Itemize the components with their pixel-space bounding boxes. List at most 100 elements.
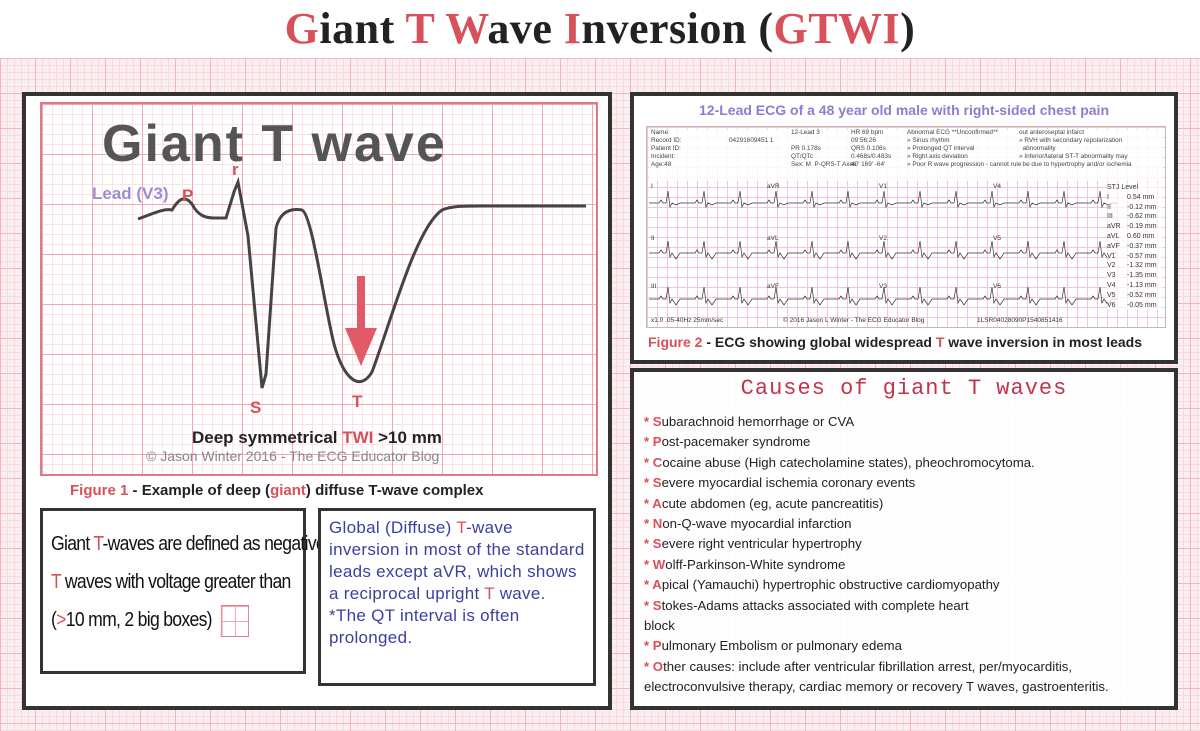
- cause-item: electroconvulsive therapy, cardiac memor…: [644, 677, 1109, 697]
- global-twi-box: Global (Diffuse) T-wave inversion in mos…: [318, 508, 596, 686]
- cause-initial: * S: [644, 597, 662, 613]
- cause-initial: * S: [644, 414, 662, 429]
- ecg-header-col: 04291609451 1: [729, 137, 774, 144]
- ecg-footer-left: x1.0 .05-40Hz 25mm/sec: [651, 317, 724, 324]
- title-initial: T: [405, 4, 435, 53]
- big-boxes-icon: [220, 604, 249, 637]
- stj-row: aVR -0.19 mm: [1107, 223, 1157, 231]
- global-twi-text: Global (Diffuse) T-wave inversion in mos…: [329, 518, 585, 603]
- cause-initial: * A: [644, 495, 662, 511]
- title-text: [435, 4, 446, 53]
- cause-text: tokes-Adams attacks associated with comp…: [661, 597, 969, 613]
- ecg-header-col: Name: Record ID: Patient ID: Incident: A…: [651, 129, 682, 168]
- ecg-header-col: out anteroseptal infarct » RVH with seco…: [1019, 129, 1132, 168]
- lead-label: aVL: [767, 235, 779, 242]
- ecg-trace-line: [649, 286, 1117, 306]
- lead-label: III: [651, 283, 657, 290]
- cause-text: ocaine abuse (High catecholamine states)…: [662, 454, 1035, 470]
- cause-initial: * C: [644, 454, 663, 470]
- stj-row: V4 -1.13 mm: [1107, 281, 1157, 289]
- cause-text: evere right ventricular hypertrophy: [661, 536, 862, 552]
- cause-text: ubarachnoid hemorrhage or CVA: [661, 414, 855, 429]
- cause-initial: * P: [644, 434, 662, 450]
- ecg-title: 12-Lead ECG of a 48 year old male with r…: [699, 102, 1109, 118]
- title-text: nversion (: [581, 4, 774, 53]
- causes-list: * Subarachnoid hemorrhage or CVA * Post-p…: [644, 412, 1109, 698]
- twi-caption: Deep symmetrical TWI >10 mm: [192, 428, 442, 447]
- lead-label: V1: [879, 183, 887, 190]
- p-wave-label: P: [182, 186, 194, 205]
- figure-2-panel: 12-Lead ECG of a 48 year old male with r…: [630, 92, 1178, 364]
- causes-heading: Causes of giant T waves: [740, 376, 1068, 401]
- lead-label: I: [651, 183, 653, 190]
- ecg-header-col: HR 69 bpm 09:56:26 QRS 0.106s 0.468s/0.4…: [851, 129, 892, 168]
- cause-initial: * O: [644, 658, 664, 674]
- figure-1-panel: Giant T wave Lead (V3) P r S T Deep symm…: [22, 92, 612, 710]
- stj-row: V1 -0.57 mm: [1107, 252, 1157, 260]
- causes-panel: Causes of giant T waves * Subarachnoid h…: [630, 368, 1178, 710]
- lead-label: V3: [879, 283, 887, 290]
- lead-label: V6: [993, 283, 1001, 290]
- ecg-footer-right: 1LSR04028090P1540851416: [977, 317, 1063, 324]
- cause-text: ther causes: include after ventricular f…: [663, 658, 1073, 674]
- cause-item: * Apical (Yamauchi) hypertrophic obstruc…: [644, 575, 1109, 595]
- stj-row: aVL 0.60 mm: [1107, 232, 1155, 240]
- t-wave-label: T: [352, 392, 363, 411]
- cause-text: ost-pacemaker syndrome: [661, 434, 811, 450]
- stj-row: V2 -1.32 mm: [1107, 262, 1157, 270]
- lead-label: II: [651, 235, 655, 242]
- cause-item: * Other causes: include after ventricula…: [644, 657, 1109, 677]
- t-wave-trace: [137, 176, 586, 389]
- lead-label: Lead (V3): [92, 184, 169, 203]
- ecg-header-col: Abnormal ECG **Unconfirmed** » Sinus rhy…: [907, 129, 1022, 168]
- cause-text: cute abdomen (eg, acute pancreatitis): [661, 495, 884, 511]
- title-initial: W: [445, 4, 488, 53]
- title-text: iant: [319, 4, 406, 53]
- cause-initial: * W: [644, 556, 666, 572]
- title-initial: G: [284, 4, 320, 53]
- stj-row: III -0.62 mm: [1107, 213, 1157, 221]
- stj-row: aVF -0.37 mm: [1107, 242, 1157, 250]
- qt-note: *The QT interval is often prolonged.: [329, 606, 520, 647]
- definition-box: Giant T-waves are defined as negative T …: [40, 508, 326, 674]
- twelve-lead-ecg: Name: Record ID: Patient ID: Incident: A…: [646, 126, 1166, 328]
- stj-title: STJ Level: [1107, 184, 1139, 191]
- lead-label: V2: [879, 235, 887, 242]
- lead-label: aVF: [767, 283, 779, 290]
- page-title: Giant T Wave Inversion (GTWI): [0, 0, 1200, 58]
- stj-row: I 0.54 mm: [1107, 193, 1155, 201]
- lead-label: V4: [993, 183, 1001, 190]
- cause-item: * Non-Q-wave myocardial infarction: [644, 514, 1109, 534]
- r-wave-label: r: [232, 160, 239, 179]
- cause-initial: * N: [644, 516, 663, 532]
- s-wave-label: S: [250, 398, 262, 417]
- cause-initial: * S: [644, 475, 662, 491]
- cause-item: * Post-pacemaker syndrome: [644, 432, 1109, 452]
- cause-initial: * P: [644, 638, 662, 654]
- ecg-trace-line: [649, 190, 1117, 209]
- stj-row: V3 -1.35 mm: [1107, 272, 1157, 280]
- diagram-heading: Giant T wave: [102, 115, 447, 173]
- cause-text: pical (Yamauchi) hypertrophic obstructiv…: [661, 577, 1000, 593]
- title-text: ): [900, 4, 916, 53]
- cause-item: block: [644, 616, 1109, 636]
- figure-2-caption: Figure 2 - ECG showing global widespread…: [648, 334, 1143, 350]
- cause-text: evere myocardial ischemia coronary event…: [661, 475, 916, 491]
- stj-row: II -0.12 mm: [1107, 203, 1157, 211]
- cause-initial: * S: [644, 536, 662, 552]
- cause-item: * Cocaine abuse (High catecholamine stat…: [644, 453, 1109, 473]
- definition-line-2: T waves with voltage greater than: [51, 571, 291, 593]
- title-initial: GTWI: [773, 4, 901, 53]
- definition-line-1: Giant T-waves are defined as negative: [51, 533, 326, 555]
- ecg-header: Name: Record ID: Patient ID: Incident: A…: [649, 129, 1163, 181]
- figure-1-caption: Figure 1 - Example of deep (giant) diffu…: [70, 482, 484, 499]
- cause-text: on-Q-wave myocardial infarction: [662, 516, 852, 532]
- cause-text: electroconvulsive therapy, cardiac memor…: [644, 679, 1109, 695]
- cause-text: block: [644, 618, 675, 634]
- stj-row: V6 -0.05 mm: [1107, 301, 1157, 309]
- ecg-header-col: 12-Lead 3 PR 0.178s QT/QTc Sex: M P-QRS-…: [791, 129, 857, 168]
- cause-item: * Stokes-Adams attacks associated with c…: [644, 596, 1109, 616]
- stj-row: V5 -0.52 mm: [1107, 291, 1157, 299]
- ecg-traces: [649, 190, 1117, 306]
- definition-line-3: (>10 mm, 2 big boxes): [51, 601, 264, 639]
